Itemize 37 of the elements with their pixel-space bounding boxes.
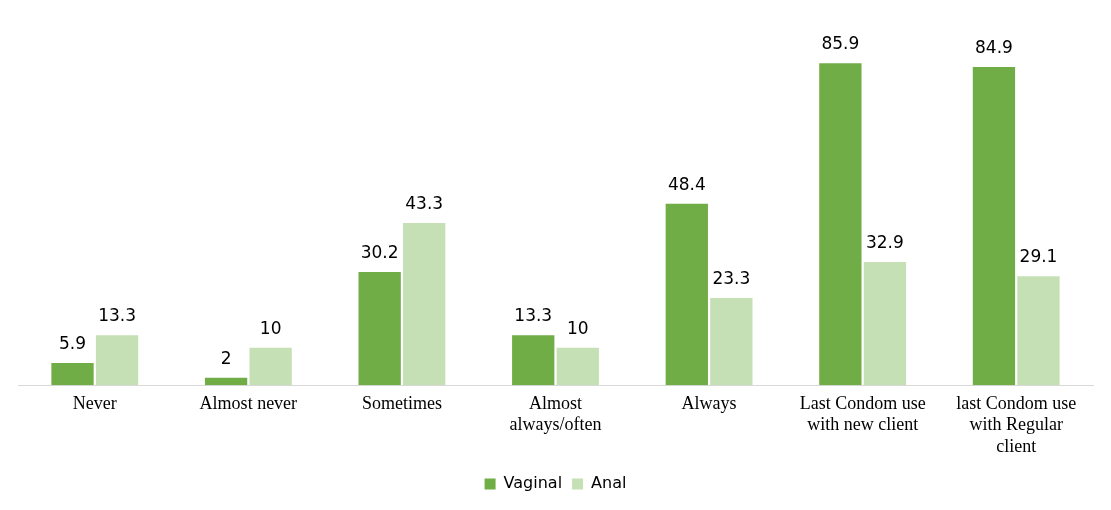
data-label: 29.1 bbox=[1019, 246, 1058, 267]
x-tick-label: Almost always/often bbox=[509, 392, 602, 435]
data-label: 84.9 bbox=[975, 37, 1013, 58]
x-tick-label: Last Condom use with new client bbox=[799, 392, 926, 435]
data-label: 13.3 bbox=[514, 305, 553, 326]
data-label: 13.3 bbox=[98, 305, 136, 326]
bar bbox=[204, 377, 248, 386]
bar bbox=[819, 63, 862, 386]
bar bbox=[358, 272, 401, 386]
data-label: 10 bbox=[259, 317, 282, 338]
x-tick-label: Never bbox=[72, 392, 117, 413]
bar bbox=[556, 347, 599, 386]
bar bbox=[972, 67, 1016, 386]
x-tick-label: Almost never bbox=[199, 392, 298, 413]
data-label: 43.3 bbox=[405, 192, 444, 213]
data-label: 23.3 bbox=[712, 267, 751, 288]
data-label: 48.4 bbox=[667, 173, 706, 194]
data-label: 32.9 bbox=[865, 231, 904, 252]
data-label: 5.9 bbox=[58, 333, 87, 354]
data-label: 85.9 bbox=[821, 33, 860, 54]
bar bbox=[1017, 276, 1060, 386]
bar bbox=[665, 203, 708, 386]
x-tick-label: Sometimes bbox=[361, 392, 442, 413]
bar bbox=[710, 297, 753, 386]
data-label: 30.2 bbox=[360, 241, 399, 262]
data-label: 2 bbox=[220, 347, 232, 368]
bar bbox=[95, 335, 139, 386]
bar bbox=[863, 261, 907, 386]
bar bbox=[512, 335, 555, 386]
data-label: 10 bbox=[566, 317, 589, 338]
legend-label: Anal bbox=[591, 473, 627, 493]
bar bbox=[249, 347, 292, 386]
legend-label: Vaginal bbox=[503, 473, 563, 493]
bar bbox=[51, 363, 94, 386]
bar bbox=[403, 222, 446, 386]
x-tick-label: last Condom use with Regular client bbox=[956, 392, 1077, 456]
x-tick-label: Always bbox=[681, 392, 737, 413]
